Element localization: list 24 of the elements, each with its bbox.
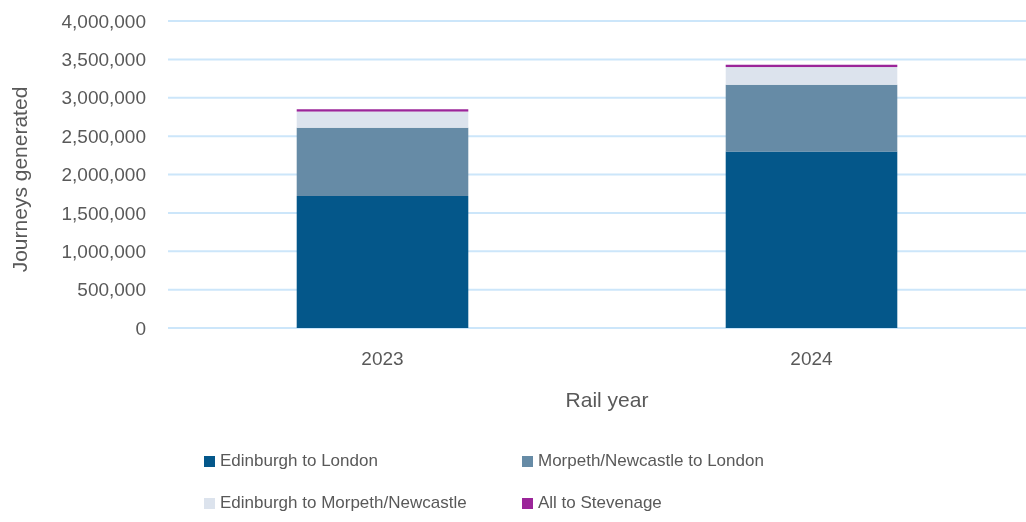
bar [296,195,469,328]
bar [725,151,898,328]
legend-label: Morpeth/Newcastle to London [538,451,764,470]
legend-label: Edinburgh to London [220,451,378,470]
x-tick-label: 2023 [361,348,404,369]
y-tick-label: 1,000,000 [61,240,146,262]
x-axis-title: Rail year [565,388,649,411]
bar [296,109,469,112]
y-tick-label: 500,000 [77,279,146,301]
legend-label: All to Stevenage [538,493,662,512]
y-axis-title: Journeys generated [8,86,31,273]
y-tick-label: 3,000,000 [61,87,146,109]
y-tick-label: 2,000,000 [61,164,146,186]
y-tick-label: 3,500,000 [61,49,146,71]
y-tick-label: 4,000,000 [61,10,146,32]
y-tick-label: 2,500,000 [61,125,146,147]
x-tick-label: 2024 [790,348,834,369]
y-tick-label: 1,500,000 [61,202,146,224]
y-tick-label: 0 [135,317,146,339]
bar [725,67,898,85]
bar [725,84,898,152]
bar [296,111,469,128]
legend-label: Edinburgh to Morpeth/Newcastle [220,493,467,512]
bar [296,127,469,196]
